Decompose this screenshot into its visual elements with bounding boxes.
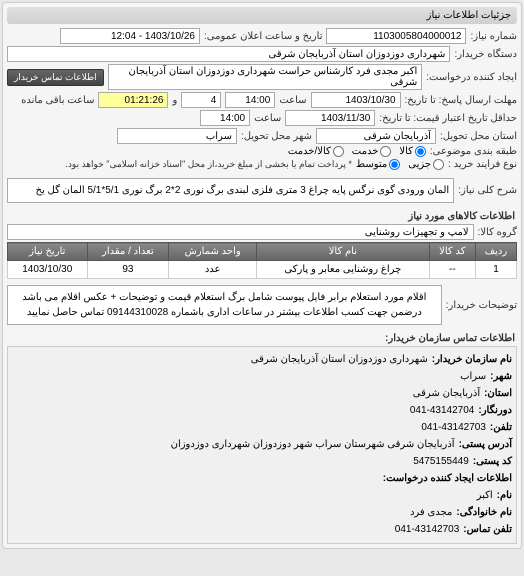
budget-radio-khedmat[interactable] — [380, 146, 391, 157]
c-city-value: سراب — [460, 369, 486, 385]
phone-label: تلفن: — [490, 420, 512, 436]
th-0: ردیف — [476, 243, 517, 261]
th-5: تاریخ نیاز — [8, 243, 88, 261]
td-4: 93 — [87, 261, 169, 279]
need-title-field: المان ورودی گوی نرگس پایه چراغ 3 متری فل… — [7, 178, 454, 203]
req-phone-value: 041-43142703 — [395, 522, 460, 538]
budget-label: طبقه بندی موضوعی: — [430, 146, 517, 157]
address-label: آدرس پستی: — [459, 437, 512, 453]
org-value: شهرداری دوزدوزان استان آذربایجان شرقی — [251, 352, 428, 368]
req-phone-label: تلفن تماس: — [463, 522, 512, 538]
budget-opt-2: کالا/خدمت — [288, 146, 331, 157]
validity-date-field: 1403/11/30 — [285, 110, 375, 126]
remaining-time-field: 01:21:26 — [98, 92, 168, 108]
table-row: 1 -- چراغ روشنایی معابر و پارکی عدد 93 1… — [8, 261, 517, 279]
fax-label: دورنگار: — [478, 403, 512, 419]
budget-opt-0: کالا — [399, 146, 413, 157]
remaining-days-field: 4 — [181, 92, 221, 108]
process-radio-0[interactable] — [433, 159, 444, 170]
need-title-label: شرح کلی نیاز: — [458, 185, 517, 196]
buyer-notes-field: اقلام مورد استعلام برابر فایل پیوست شامل… — [7, 285, 442, 325]
deadline-time-field: 14:00 — [225, 92, 275, 108]
city-label: شهر محل تحویل: — [241, 131, 312, 142]
province-label: استان محل تحویل: — [440, 131, 517, 142]
goods-group-field: لامپ و تجهیزات روشنایی — [7, 224, 474, 240]
lastname-label: نام خانوادگی: — [456, 505, 512, 521]
deadline-time-label: ساعت — [279, 95, 306, 106]
process-opt-0: جزیی — [408, 159, 431, 170]
announce-label: تاریخ و ساعت اعلان عمومی: — [204, 31, 323, 42]
buyer-field: شهرداری دوزدوزان استان آذربایجان شرقی — [7, 46, 450, 62]
validity-time-field: 14:00 — [200, 110, 250, 126]
goods-section-header: اطلاعات کالاهای مورد نیاز — [9, 211, 515, 222]
request-no-field: 1103005804000012 — [326, 28, 466, 44]
org-label: نام سازمان خریدار: — [432, 352, 512, 368]
c-province-value: آذربایجان شرقی — [413, 386, 480, 402]
goods-group-label: گروه کالا: — [478, 227, 517, 238]
validity-time-label: ساعت — [254, 113, 281, 124]
process-label: نوع فرایند خرید : — [448, 159, 517, 170]
creator-label: ایجاد کننده درخواست: — [426, 72, 517, 83]
phone-value: 041-43142703 — [421, 420, 486, 436]
th-2: نام کالا — [257, 243, 430, 261]
buyer-contact-button[interactable]: اطلاعات تماس خریدار — [7, 69, 104, 86]
budget-opt-1: خدمت — [352, 146, 379, 157]
process-radio-1[interactable] — [389, 159, 400, 170]
th-4: تعداد / مقدار — [87, 243, 169, 261]
c-province-label: استان: — [484, 386, 512, 402]
td-1: -- — [429, 261, 475, 279]
req-creator-section: اطلاعات ایجاد کننده درخواست: — [383, 471, 512, 487]
td-0: 1 — [476, 261, 517, 279]
td-5: 1403/10/30 — [8, 261, 88, 279]
remaining-label: ساعت باقی مانده — [21, 95, 94, 106]
td-2: چراغ روشنایی معابر و پارکی — [257, 261, 430, 279]
remaining-sep: و — [172, 95, 177, 106]
firstname-label: نام: — [497, 488, 512, 504]
city-field: سراب — [117, 128, 237, 144]
process-opt-1: متوسط — [356, 159, 387, 170]
address-value: آذربایجان شرقی شهرستان سراب شهر دوزدوزان… — [171, 437, 455, 453]
budget-radio-group: کالا خدمت کالا/خدمت — [288, 146, 426, 157]
creator-field: اکبر مجدی فرد کارشناس حراست شهرداری دوزد… — [108, 64, 423, 90]
fax-value: 041-43142704 — [410, 403, 475, 419]
deadline-label: مهلت ارسال پاسخ: تا تاریخ: — [405, 95, 517, 106]
postal-value: 5475155449 — [413, 454, 469, 470]
th-3: واحد شمارش — [169, 243, 257, 261]
goods-table: ردیف کد کالا نام کالا واحد شمارش تعداد /… — [7, 242, 517, 279]
budget-radio-both[interactable] — [333, 146, 344, 157]
buyer-notes-label: توضیحات خریدار: — [446, 300, 517, 311]
announce-field: 1403/10/26 - 12:04 — [60, 28, 200, 44]
buyer-label: دستگاه خریدار: — [454, 49, 517, 60]
process-radio-group: جزیی متوسط — [356, 159, 444, 170]
contact-section-header: اطلاعات تماس سازمان خریدار: — [9, 333, 515, 344]
lastname-value: مجدی فرد — [410, 505, 452, 521]
firstname-value: اکبر — [477, 488, 493, 504]
th-1: کد کالا — [429, 243, 475, 261]
province-field: آذربایجان شرقی — [316, 128, 436, 144]
c-city-label: شهر: — [490, 369, 512, 385]
panel-title: جزئیات اطلاعات نیاز — [7, 7, 517, 24]
deadline-date-field: 1403/10/30 — [311, 92, 401, 108]
contact-info-box: نام سازمان خریدار: شهرداری دوزدوزان استا… — [7, 346, 517, 544]
validity-label: حداقل تاریخ اعتبار قیمت: تا تاریخ: — [379, 113, 517, 124]
postal-label: کد پستی: — [473, 454, 512, 470]
process-note: * پرداخت تمام یا بخشی از مبلغ خرید،از مح… — [65, 159, 351, 170]
budget-radio-kala[interactable] — [415, 146, 426, 157]
td-3: عدد — [169, 261, 257, 279]
request-no-label: شماره نیاز: — [470, 31, 517, 42]
